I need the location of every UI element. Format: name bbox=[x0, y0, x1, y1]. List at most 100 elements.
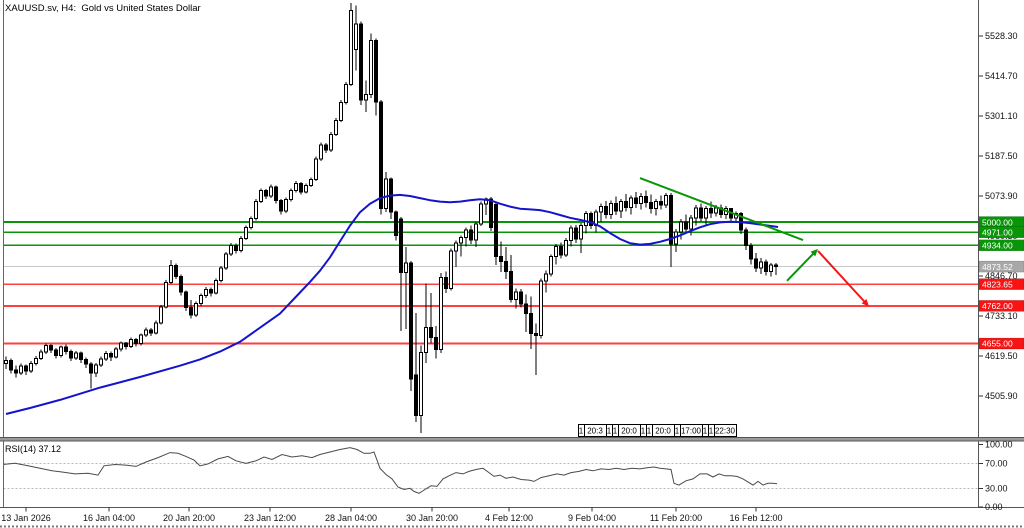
session-label-text: 1 bbox=[647, 427, 652, 436]
candle-body bbox=[549, 256, 553, 275]
session-label-text: 1 bbox=[709, 427, 714, 436]
candle-body bbox=[344, 83, 348, 104]
time-tick-label[interactable]: 23 Jan 12:00 bbox=[244, 513, 296, 523]
price-tick-label: 4619.50 bbox=[985, 351, 1018, 361]
candle-body bbox=[79, 352, 83, 361]
green-level-badge bbox=[978, 226, 1024, 239]
green-level-badge-text: 4971.00 bbox=[982, 227, 1013, 237]
candle-body bbox=[84, 359, 88, 365]
time-tick-label[interactable]: 16 Feb 12:00 bbox=[729, 513, 782, 523]
candle-body bbox=[474, 223, 478, 241]
session-label-text: 17:00 bbox=[681, 427, 702, 436]
candle-body bbox=[154, 322, 158, 334]
session-label-text: 1 bbox=[607, 427, 612, 436]
candle-body bbox=[649, 202, 653, 210]
session-label-text: 1 bbox=[641, 427, 646, 436]
time-tick-label[interactable]: 30 Jan 20:00 bbox=[406, 513, 458, 523]
candle-body bbox=[449, 250, 453, 289]
candle-body bbox=[49, 345, 53, 351]
candle-body bbox=[39, 351, 43, 359]
candle-body bbox=[619, 201, 623, 212]
candle-body bbox=[464, 229, 468, 239]
candle-body bbox=[194, 302, 198, 316]
candle-body bbox=[364, 94, 368, 101]
time-tick-label[interactable]: 13 Jan 2026 bbox=[1, 513, 51, 523]
candle-body bbox=[134, 338, 138, 345]
red-level-badge-text: 4655.00 bbox=[982, 339, 1013, 349]
candle-body bbox=[669, 195, 673, 245]
candle-body bbox=[219, 267, 223, 282]
red-projection-arrow[interactable] bbox=[817, 250, 868, 305]
time-tick-label[interactable]: 28 Jan 04:00 bbox=[325, 513, 377, 523]
candle-body bbox=[159, 306, 163, 324]
candle-body bbox=[429, 327, 433, 339]
candle-body bbox=[409, 262, 413, 380]
candle-body bbox=[419, 351, 423, 417]
session-label-text: 20:0 bbox=[655, 427, 671, 436]
candle-body bbox=[749, 244, 753, 260]
candle-body bbox=[274, 186, 278, 202]
candle-body bbox=[379, 101, 383, 210]
candle-body bbox=[754, 258, 758, 269]
green-projection-arrow-head[interactable] bbox=[810, 248, 818, 257]
candle-body bbox=[19, 365, 23, 374]
candle-body bbox=[349, 9, 353, 85]
candle-body bbox=[444, 276, 448, 289]
panel-separator[interactable] bbox=[0, 437, 1024, 442]
candle-body bbox=[494, 203, 498, 258]
candle-body bbox=[164, 281, 168, 308]
candle-body bbox=[89, 363, 93, 374]
candle-body bbox=[679, 221, 683, 233]
candle-body bbox=[469, 229, 473, 241]
candle-body bbox=[34, 357, 38, 364]
candle-body bbox=[249, 218, 253, 229]
candle-body bbox=[659, 201, 663, 206]
green-projection-arrow[interactable] bbox=[786, 250, 816, 282]
green-level-badge-text: 4934.00 bbox=[982, 240, 1013, 250]
time-tick-label[interactable]: 4 Feb 12:00 bbox=[485, 513, 533, 523]
candle-body bbox=[759, 261, 763, 269]
candle-body bbox=[609, 203, 613, 215]
price-tick-label: 5414.70 bbox=[985, 71, 1018, 81]
candle-body bbox=[439, 276, 443, 351]
candle-body bbox=[259, 190, 263, 202]
session-label-text: 20:3 bbox=[587, 427, 603, 436]
candle-body bbox=[534, 332, 538, 336]
candle-body bbox=[744, 229, 748, 246]
descending-trendline[interactable] bbox=[639, 177, 804, 241]
session-label-text: 1 bbox=[703, 427, 708, 436]
candle-body bbox=[74, 352, 78, 359]
candle-body bbox=[299, 183, 303, 193]
candle-body bbox=[654, 201, 658, 210]
candle-body bbox=[459, 237, 463, 244]
red-projection-arrow-head[interactable] bbox=[861, 298, 869, 307]
time-tick-label[interactable]: 20 Jan 20:00 bbox=[163, 513, 215, 523]
candle-body bbox=[314, 158, 318, 180]
candle-body bbox=[234, 244, 238, 252]
candle-body bbox=[399, 218, 403, 273]
time-tick-label[interactable]: 9 Feb 04:00 bbox=[568, 513, 616, 523]
time-tick-label[interactable]: 11 Feb 20:00 bbox=[650, 513, 702, 523]
red-level-badge-text: 4823.65 bbox=[982, 279, 1013, 289]
candle-body bbox=[539, 280, 543, 336]
candle-body bbox=[499, 256, 503, 262]
candle-body bbox=[624, 201, 628, 208]
candle-body bbox=[544, 273, 548, 282]
candle-body bbox=[124, 342, 128, 347]
time-tick-label[interactable]: 16 Jan 04:00 bbox=[83, 513, 135, 523]
candle-body bbox=[94, 364, 98, 374]
candle-body bbox=[99, 358, 103, 366]
red-level-badge bbox=[978, 300, 1024, 312]
red-level-badge bbox=[978, 278, 1024, 290]
moving-average-line bbox=[5, 193, 779, 415]
candle-body bbox=[324, 144, 328, 151]
candle-body bbox=[359, 23, 363, 101]
candle-body bbox=[604, 206, 608, 215]
candle-body bbox=[109, 352, 113, 358]
candle-body bbox=[519, 291, 523, 305]
candle-body bbox=[574, 227, 578, 240]
candle-body bbox=[279, 200, 283, 212]
candle-body bbox=[774, 264, 778, 268]
candle-body bbox=[424, 327, 428, 353]
